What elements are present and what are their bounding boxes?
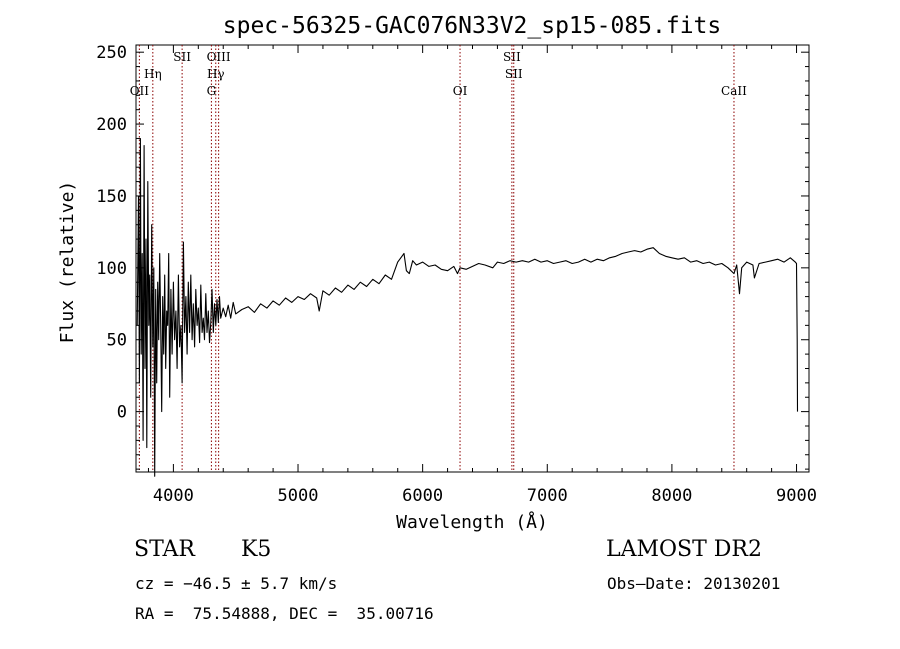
- y-tick-label: 0: [117, 403, 127, 423]
- x-tick-label: 8000: [651, 486, 692, 506]
- x-axis-ticks: 4000 5000 6000 7000 8000 9000: [147, 45, 817, 506]
- spectral-line-label: SII: [173, 50, 191, 64]
- y-tick-label: 250: [96, 43, 127, 63]
- y-axis-ticks: 0 50 100 150 200 250: [96, 43, 809, 470]
- x-tick-label: 6000: [402, 486, 443, 506]
- object-class: STAR: [134, 537, 195, 562]
- y-axis-label: Flux (relative): [57, 181, 78, 344]
- spectral-line-label: OI: [453, 84, 468, 98]
- observation-date: Obs–Date: 20130201: [607, 574, 781, 593]
- plot-frame: [135, 44, 810, 473]
- x-tick-label: 9000: [776, 486, 817, 506]
- y-tick-label: 150: [96, 187, 127, 207]
- spectral-line-label: Hγ: [207, 67, 225, 81]
- plot-border: [135, 44, 810, 473]
- spectral-line-label: CaII: [721, 84, 747, 98]
- y-tick-label: 100: [96, 259, 127, 279]
- velocity-readout: cz = −46.5 ± 5.7 km/s: [135, 574, 338, 593]
- spectral-line-label: Hη: [144, 67, 162, 81]
- spectral-line-label: G: [207, 84, 217, 98]
- object-subclass: K5: [241, 537, 272, 562]
- spectrum-line: [136, 137, 799, 477]
- x-axis-label: Wavelength (Å): [396, 511, 548, 533]
- spectral-line-label: OIII: [207, 50, 231, 64]
- spectral-line-label: SII: [505, 67, 523, 81]
- x-tick-label: 7000: [527, 486, 568, 506]
- spectral-line-markers: OII Hη SII OIII Hγ G OI SII SII CaII: [130, 45, 747, 472]
- data-release: LAMOST DR2: [606, 537, 762, 562]
- spectral-line-label: OII: [130, 84, 150, 98]
- x-tick-label: 4000: [153, 486, 194, 506]
- spectral-line-label: SII: [503, 50, 521, 64]
- x-tick-label: 5000: [278, 486, 319, 506]
- spectrum-series: [136, 137, 799, 477]
- y-tick-label: 200: [96, 115, 127, 135]
- y-tick-label: 50: [107, 331, 127, 351]
- coordinates: RA = 75.54888, DEC = 35.00716: [135, 604, 434, 623]
- chart-title: spec-56325-GAC076N33V2_sp15-085.fits: [223, 13, 722, 39]
